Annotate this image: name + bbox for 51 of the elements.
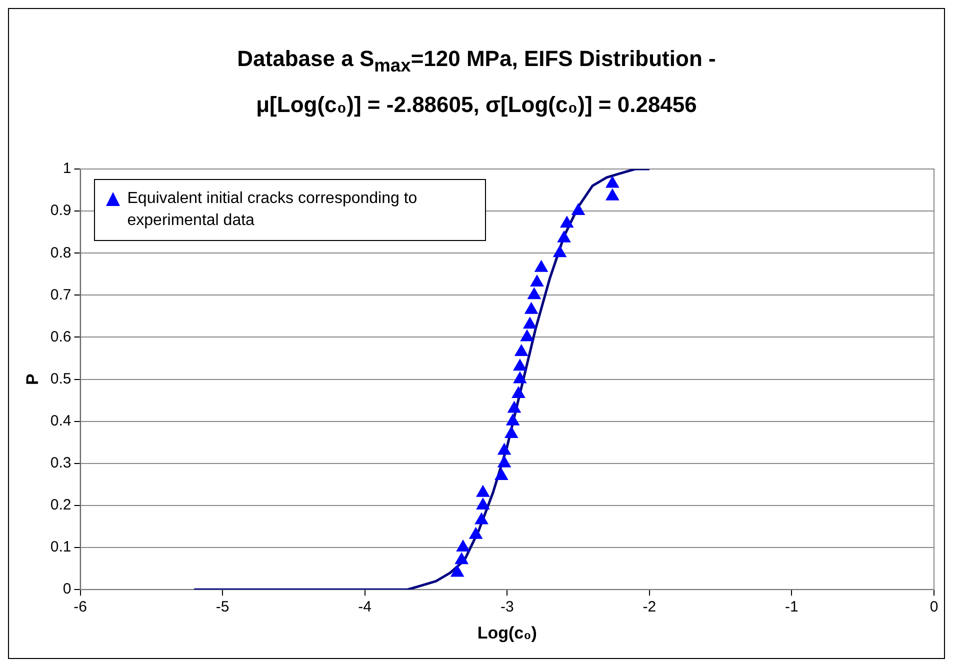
point <box>524 302 538 314</box>
point <box>606 188 619 200</box>
point <box>498 443 511 455</box>
point <box>523 317 536 329</box>
y-tick-label: 0.9 <box>50 202 72 220</box>
y-tick-label: 0.4 <box>50 412 72 430</box>
x-tick-label: -2 <box>642 598 656 616</box>
point <box>530 275 544 287</box>
point <box>514 344 528 356</box>
point <box>494 468 508 480</box>
point <box>512 386 526 398</box>
point <box>553 246 566 258</box>
point <box>476 485 490 497</box>
point <box>534 260 548 272</box>
y-tick-label: 0.5 <box>50 370 72 388</box>
y-tick-label: 0 <box>62 580 72 598</box>
point <box>456 540 470 552</box>
y-tick-label: 0.2 <box>50 496 72 514</box>
y-tick-label: 1 <box>62 160 72 178</box>
x-tick-label: -4 <box>358 598 372 616</box>
point <box>506 414 520 426</box>
y-axis-title: P <box>22 374 42 385</box>
point <box>474 512 488 524</box>
point <box>476 498 490 510</box>
point <box>455 552 468 564</box>
legend-label: Equivalent initial cracks corresponding to experimental data <box>127 189 418 231</box>
point <box>450 565 464 577</box>
y-tick-label: 0.3 <box>50 454 72 472</box>
x-tick-label: -3 <box>500 598 514 616</box>
point <box>572 204 585 216</box>
point <box>560 216 574 228</box>
y-tick-label: 0.8 <box>50 244 72 262</box>
point <box>508 401 521 413</box>
x-tick-label: -6 <box>74 598 87 616</box>
y-tick-label: 0.7 <box>50 286 72 304</box>
chart-title: Database a S$_{max}$=120 MPa, EIFS Distribution - μ[Log(c₀)] = -2.88605, σ[Log(c₀)] = 0.28456 <box>236 45 717 120</box>
point <box>498 456 511 468</box>
point <box>513 359 526 371</box>
point <box>504 426 518 438</box>
y-tick-label: 0.1 <box>50 538 72 556</box>
point <box>606 176 619 188</box>
point <box>528 288 541 300</box>
point <box>557 230 571 242</box>
point <box>469 527 482 539</box>
point <box>513 372 526 384</box>
point <box>520 330 534 342</box>
x-axis-title: Log(c₀) <box>477 623 537 642</box>
x-tick-label: -1 <box>785 598 798 616</box>
x-tick-label: -5 <box>216 598 230 616</box>
x-tick-label: 0 <box>930 598 938 616</box>
y-tick-label: 0.6 <box>50 328 72 346</box>
